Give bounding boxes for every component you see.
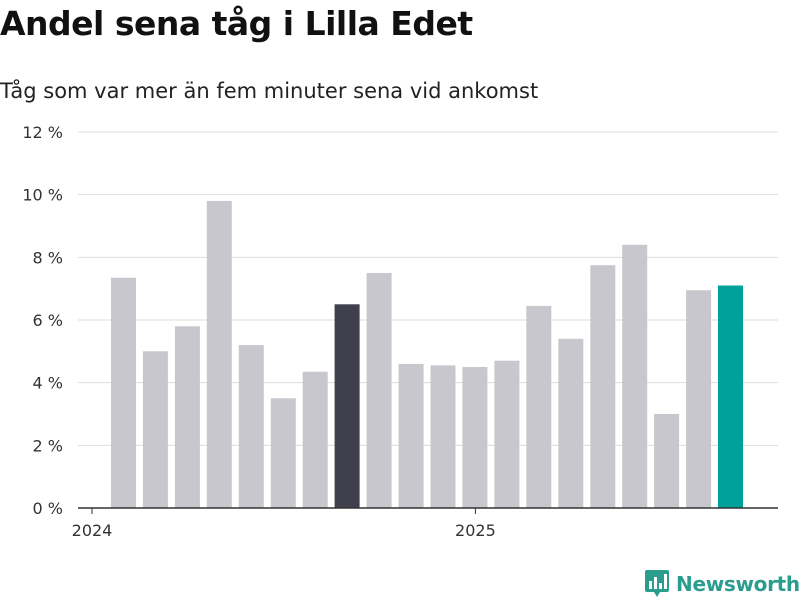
bar-chart: 0 %2 %4 %6 %8 %10 %12 % 2024-01: 7.35 %2… (22, 123, 778, 540)
y-tick-label: 10 % (22, 186, 63, 205)
bar: 2024-04: 9.8 % (206, 200, 232, 508)
bar: 2024-07: 4.35 % (302, 371, 328, 508)
brand-name: Newsworthy (676, 572, 800, 596)
bar: 2025-05: 8.4 % (622, 244, 648, 509)
x-axis-labels: 2024 2025 (72, 508, 496, 540)
chart-title: Andel sena tåg i Lilla Edet (0, 4, 473, 43)
y-tick-label: 2 % (33, 436, 63, 455)
bar: 2024-12: 4.5 % (462, 367, 488, 508)
bar: 2025-07: 6.95 % (686, 290, 712, 508)
bar: 2024-03: 5.8 % (174, 326, 200, 508)
bar: 2025-04: 7.75 % (590, 265, 616, 508)
bar: 2024-10: 4.6 % (398, 363, 424, 508)
x-tick-label: 2025 (455, 521, 496, 540)
bar: 2024-06: 3.5 % (270, 398, 296, 508)
bars: 2024-01: 7.35 %2024-02: 5 %2024-03: 5.8 … (111, 200, 743, 509)
bar: 2024-01: 7.35 % (111, 277, 136, 508)
y-tick-label: 8 % (33, 248, 63, 267)
y-tick-label: 12 % (22, 123, 63, 142)
bar: 2024-05: 5.2 % (238, 345, 264, 508)
y-axis-labels: 0 % 2 % 4 % 6 % 8 % 10 % 12 % (22, 123, 63, 518)
bar: 2024-09: 7.5 % (366, 273, 392, 508)
x-tick-label: 2024 (72, 521, 113, 540)
y-tick-label: 6 % (33, 311, 63, 330)
bar: 2025-02: 6.45 % (526, 305, 552, 508)
bar: 2025-03: 5.4 % (558, 338, 584, 508)
bar: 2024-08: 6.5 % (334, 304, 360, 508)
newsworthy-logo-icon (645, 570, 669, 597)
bar: 2024-11: 4.55 % (430, 365, 456, 508)
y-tick-label: 4 % (33, 374, 63, 393)
bar: 2025-08: 7.1 % (718, 285, 743, 508)
y-tick-label: 0 % (33, 499, 63, 518)
bar: 2024-02: 5 % (142, 351, 168, 508)
chart-subtitle: Tåg som var mer än fem minuter sena vid … (0, 79, 539, 103)
bar: 2025-06: 3 % (654, 414, 680, 508)
bar: 2025-01: 4.7 % (494, 360, 520, 508)
newsworthy-brand: Newsworthy (644, 568, 800, 600)
